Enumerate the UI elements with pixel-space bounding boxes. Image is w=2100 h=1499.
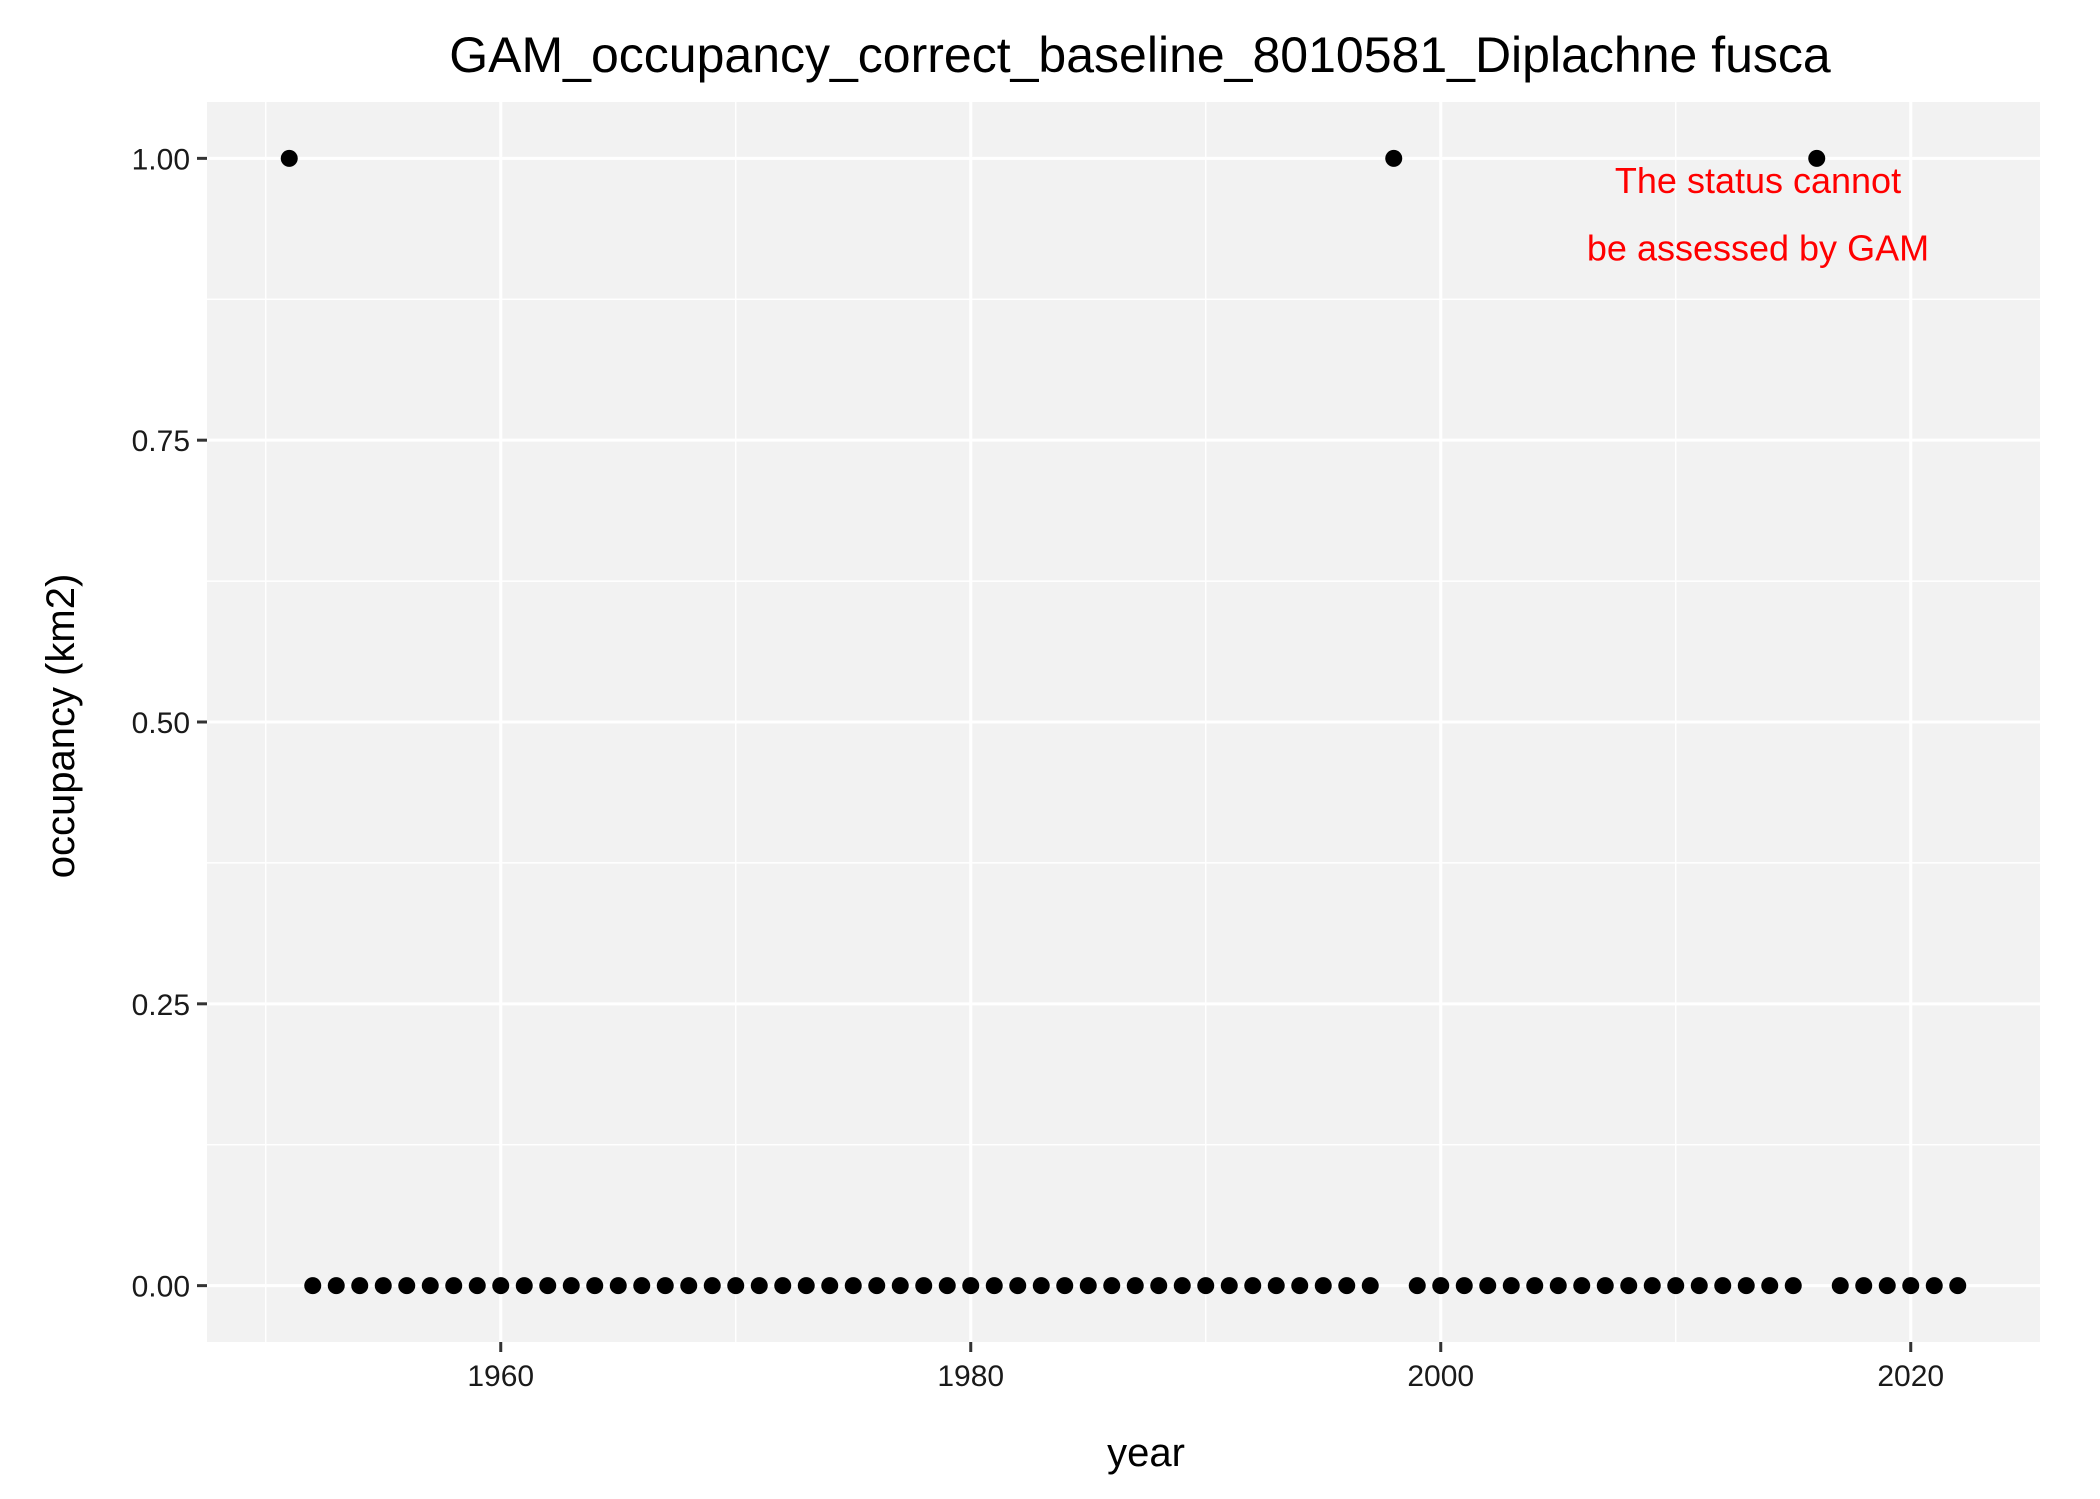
data-point xyxy=(844,1277,862,1295)
data-point xyxy=(985,1277,1003,1295)
data-point xyxy=(1596,1277,1614,1295)
data-point xyxy=(1808,149,1826,167)
x-axis-label: year xyxy=(1107,1431,1185,1475)
data-point xyxy=(539,1277,557,1295)
y-tick-label: 0.25 xyxy=(132,989,190,1022)
data-point xyxy=(633,1277,651,1295)
data-point xyxy=(1338,1277,1356,1295)
data-point xyxy=(1079,1277,1097,1295)
y-tick-label: 0.75 xyxy=(132,425,190,458)
data-point xyxy=(1831,1277,1849,1295)
data-point xyxy=(1549,1277,1567,1295)
data-point xyxy=(398,1277,416,1295)
data-point xyxy=(1314,1277,1332,1295)
data-point xyxy=(1479,1277,1497,1295)
data-point xyxy=(1408,1277,1426,1295)
data-point xyxy=(304,1277,322,1295)
data-point xyxy=(280,149,298,167)
data-point xyxy=(1244,1277,1262,1295)
data-point xyxy=(1949,1277,1967,1295)
data-point xyxy=(1455,1277,1473,1295)
data-point xyxy=(1103,1277,1121,1295)
data-point xyxy=(1620,1277,1638,1295)
annotation-line: The status cannot xyxy=(1615,160,1901,201)
y-tick-label: 1.00 xyxy=(132,143,190,176)
data-point xyxy=(1761,1277,1779,1295)
data-point xyxy=(1385,149,1403,167)
data-point xyxy=(421,1277,439,1295)
data-point xyxy=(1902,1277,1920,1295)
data-point xyxy=(586,1277,604,1295)
data-point xyxy=(1878,1277,1896,1295)
data-point xyxy=(1925,1277,1943,1295)
data-point xyxy=(609,1277,627,1295)
status-annotation: The status cannot be assessed by GAM xyxy=(1587,160,1929,269)
x-tick-label: 2020 xyxy=(1877,1360,1944,1393)
data-point xyxy=(1667,1277,1685,1295)
data-point xyxy=(1855,1277,1873,1295)
data-point xyxy=(1126,1277,1144,1295)
data-point xyxy=(1009,1277,1027,1295)
chart-title: GAM_occupancy_correct_baseline_8010581_D… xyxy=(449,27,1831,83)
data-point xyxy=(962,1277,980,1295)
data-point xyxy=(1432,1277,1450,1295)
data-point xyxy=(1150,1277,1168,1295)
data-point xyxy=(492,1277,510,1295)
data-point xyxy=(1690,1277,1708,1295)
data-point xyxy=(327,1277,345,1295)
y-tick-label: 0.50 xyxy=(132,707,190,740)
data-point xyxy=(351,1277,369,1295)
data-point xyxy=(1220,1277,1238,1295)
data-point xyxy=(468,1277,486,1295)
data-points xyxy=(280,149,1967,1295)
data-point xyxy=(1737,1277,1755,1295)
data-point xyxy=(703,1277,721,1295)
data-point xyxy=(1643,1277,1661,1295)
y-axis: 0.00 0.25 0.50 0.75 1.00 xyxy=(132,143,207,1304)
x-tick-label: 1980 xyxy=(937,1360,1004,1393)
data-point xyxy=(656,1277,674,1295)
data-point xyxy=(1267,1277,1285,1295)
data-point xyxy=(727,1277,745,1295)
data-point xyxy=(750,1277,768,1295)
data-point xyxy=(1197,1277,1215,1295)
data-point xyxy=(680,1277,698,1295)
data-point xyxy=(515,1277,533,1295)
data-point xyxy=(1032,1277,1050,1295)
data-point xyxy=(374,1277,392,1295)
data-point xyxy=(562,1277,580,1295)
data-point xyxy=(1573,1277,1591,1295)
data-point xyxy=(821,1277,839,1295)
data-point xyxy=(938,1277,956,1295)
grid-major-lines xyxy=(207,102,2040,1342)
data-point xyxy=(774,1277,792,1295)
x-tick-label: 2000 xyxy=(1407,1360,1474,1393)
x-axis: 1960 1980 2000 2020 xyxy=(467,1342,1944,1393)
data-point xyxy=(915,1277,933,1295)
y-tick-label: 0.00 xyxy=(132,1271,190,1304)
data-point xyxy=(1714,1277,1732,1295)
data-point xyxy=(797,1277,815,1295)
data-point xyxy=(1361,1277,1379,1295)
data-point xyxy=(1173,1277,1191,1295)
data-point xyxy=(868,1277,886,1295)
x-tick-label: 1960 xyxy=(467,1360,534,1393)
data-point xyxy=(1526,1277,1544,1295)
data-point xyxy=(1502,1277,1520,1295)
data-point xyxy=(1056,1277,1074,1295)
data-point xyxy=(891,1277,909,1295)
data-point xyxy=(1291,1277,1309,1295)
annotation-line: be assessed by GAM xyxy=(1587,228,1929,269)
data-point xyxy=(1784,1277,1802,1295)
y-axis-label: occupancy (km2) xyxy=(39,574,83,879)
data-point xyxy=(445,1277,463,1295)
